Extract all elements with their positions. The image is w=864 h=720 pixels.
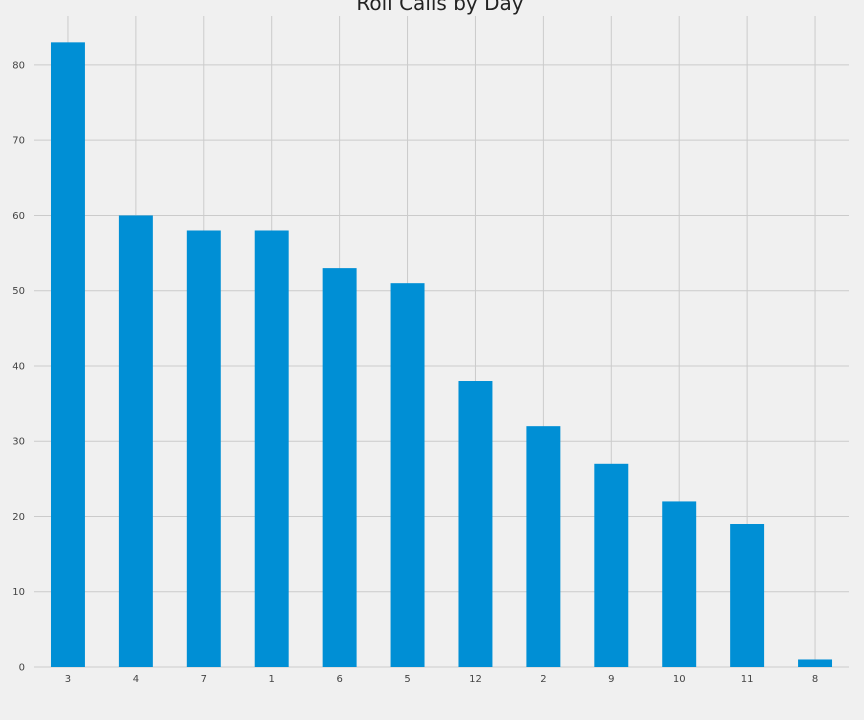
bar-12	[458, 381, 493, 667]
bar-1	[254, 230, 289, 667]
bar-6	[322, 268, 357, 667]
bar-7	[186, 230, 221, 667]
x-tick-label: 12	[469, 674, 482, 685]
y-tick-label: 30	[12, 437, 25, 448]
bar-8	[798, 659, 833, 667]
x-tick-label: 9	[608, 674, 614, 685]
bar-9	[594, 463, 629, 667]
x-tick-label: 10	[673, 674, 686, 685]
x-tick-label: 11	[741, 674, 754, 685]
y-axis-ticks: 0 10 20 30 40 50 60 70 80	[12, 60, 25, 673]
chart-title: Roll Calls by Day	[356, 0, 523, 15]
x-tick-label: 3	[65, 674, 71, 685]
x-tick-label: 7	[201, 674, 207, 685]
bar-10	[662, 501, 697, 667]
x-tick-label: 5	[404, 674, 410, 685]
y-tick-label: 0	[19, 663, 25, 674]
bars	[50, 42, 833, 667]
y-tick-label: 20	[12, 512, 25, 523]
y-tick-label: 60	[12, 211, 25, 222]
bar-11	[730, 524, 765, 667]
x-tick-label: 4	[133, 674, 139, 685]
bar-2	[526, 426, 561, 667]
x-tick-label: 1	[269, 674, 275, 685]
y-tick-label: 10	[12, 587, 25, 598]
y-tick-label: 70	[12, 136, 25, 147]
y-tick-label: 80	[12, 60, 25, 71]
x-tick-label: 8	[812, 674, 818, 685]
x-tick-label: 2	[540, 674, 546, 685]
x-tick-label: 6	[336, 674, 342, 685]
x-axis-ticks: 3 4 7 1 6 5 12 2 9 10 11 8	[65, 674, 818, 685]
bar-4	[118, 215, 153, 667]
bar-3	[50, 42, 85, 667]
y-tick-label: 40	[12, 361, 25, 372]
bar-5	[390, 283, 425, 667]
y-tick-label: 50	[12, 286, 25, 297]
